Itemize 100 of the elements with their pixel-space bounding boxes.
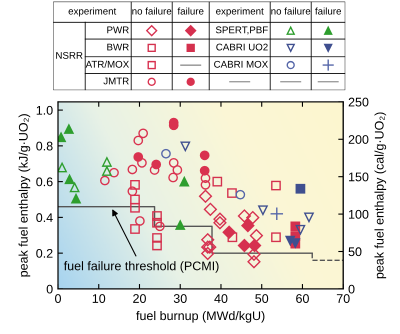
point bbox=[152, 240, 162, 250]
point bbox=[161, 148, 171, 159]
point bbox=[238, 238, 251, 252]
point bbox=[200, 150, 210, 160]
point bbox=[200, 180, 210, 190]
legend-label: JMTR bbox=[103, 78, 129, 84]
point bbox=[130, 194, 140, 204]
point bbox=[70, 182, 80, 192]
point bbox=[133, 152, 144, 162]
text: failure bbox=[178, 7, 204, 15]
point bbox=[198, 190, 212, 203]
y-tick-label: 1.0 bbox=[36, 106, 53, 115]
point bbox=[241, 219, 254, 232]
y2-tick-label: 50 bbox=[348, 247, 362, 256]
y-tick-label: 0.8 bbox=[36, 142, 53, 151]
point bbox=[151, 160, 162, 170]
legend-label: PWR bbox=[107, 26, 129, 34]
point bbox=[200, 166, 210, 176]
y-axis-title: peak fuel enthalpy (kJ/g·UO₂) bbox=[18, 114, 30, 277]
y2-tick-label: 200 bbox=[348, 135, 368, 144]
legend-label: CABRI MOX bbox=[214, 60, 268, 68]
point bbox=[179, 176, 190, 186]
legend-label: BWR bbox=[107, 44, 129, 50]
point bbox=[247, 248, 261, 261]
point bbox=[250, 229, 264, 242]
legend-label: CABRI UO2 bbox=[216, 44, 268, 50]
y-tick-label: 0 bbox=[46, 284, 53, 294]
point bbox=[168, 158, 179, 168]
point bbox=[246, 210, 260, 224]
y2-tick-label: 100 bbox=[349, 210, 368, 219]
point bbox=[64, 174, 74, 184]
point bbox=[248, 238, 262, 252]
text: failure bbox=[315, 7, 342, 15]
x-tick-label: 10 bbox=[92, 294, 106, 303]
text: no failure bbox=[271, 7, 310, 15]
point bbox=[154, 221, 165, 232]
point bbox=[102, 157, 112, 167]
text: experiment bbox=[68, 7, 116, 17]
point bbox=[64, 124, 74, 134]
point bbox=[130, 180, 140, 190]
point bbox=[204, 202, 217, 216]
text: experiment bbox=[216, 7, 264, 17]
point bbox=[58, 162, 67, 172]
x-tick-label: 70 bbox=[336, 294, 350, 303]
point bbox=[138, 128, 148, 138]
point bbox=[270, 206, 284, 221]
point bbox=[235, 190, 246, 200]
point bbox=[201, 233, 214, 246]
y2-axis-title: peak fuel enthalpy (cal/g·UO₂) bbox=[374, 112, 386, 278]
point bbox=[135, 216, 145, 226]
legend-label: ATR/MOX bbox=[86, 60, 129, 68]
point bbox=[238, 209, 251, 223]
point bbox=[127, 164, 138, 174]
x-axis-title: fuel burnup (MWd/kgU) bbox=[136, 310, 264, 323]
point bbox=[152, 218, 162, 228]
point bbox=[130, 202, 140, 213]
y2-tick-label: 0 bbox=[348, 284, 355, 294]
point bbox=[296, 184, 306, 194]
y2-tick-label: 150 bbox=[349, 172, 368, 182]
x-tick-label: 0 bbox=[55, 294, 61, 303]
y-tick-label: 0.4 bbox=[36, 213, 53, 222]
text: NSRR bbox=[56, 52, 83, 59]
point bbox=[127, 186, 138, 196]
text: no failure bbox=[132, 7, 172, 15]
point bbox=[133, 136, 144, 146]
x-tick-label: 30 bbox=[174, 294, 187, 303]
point bbox=[175, 220, 186, 230]
point bbox=[152, 211, 162, 221]
x-tick-label: 40 bbox=[214, 294, 228, 303]
point bbox=[247, 255, 261, 268]
point bbox=[200, 173, 210, 184]
point bbox=[71, 194, 81, 204]
point bbox=[213, 212, 227, 226]
y2-tick-label: 250 bbox=[348, 98, 368, 107]
point bbox=[304, 212, 314, 222]
point bbox=[271, 180, 281, 190]
point bbox=[172, 165, 182, 175]
x-tick-label: 50 bbox=[255, 294, 268, 303]
point bbox=[168, 172, 178, 182]
legend-label: SPERT,PBF bbox=[216, 26, 268, 34]
point bbox=[213, 216, 227, 230]
point bbox=[258, 205, 268, 216]
point bbox=[180, 142, 190, 152]
point bbox=[100, 176, 110, 186]
annotation: fuel failure threshold (PCMI) bbox=[64, 261, 219, 273]
point bbox=[102, 166, 112, 176]
point bbox=[212, 176, 222, 186]
y-tick-label: 0.6 bbox=[36, 177, 53, 186]
x-tick-label: 20 bbox=[133, 294, 146, 303]
point bbox=[152, 233, 162, 243]
point bbox=[109, 168, 119, 178]
point bbox=[271, 232, 281, 242]
point bbox=[296, 224, 306, 235]
point bbox=[227, 188, 237, 198]
y-tick-label: 0.2 bbox=[36, 248, 53, 258]
point bbox=[130, 224, 140, 234]
point bbox=[201, 246, 214, 260]
point bbox=[137, 158, 147, 168]
x-tick-label: 60 bbox=[296, 294, 309, 303]
point bbox=[150, 165, 160, 175]
